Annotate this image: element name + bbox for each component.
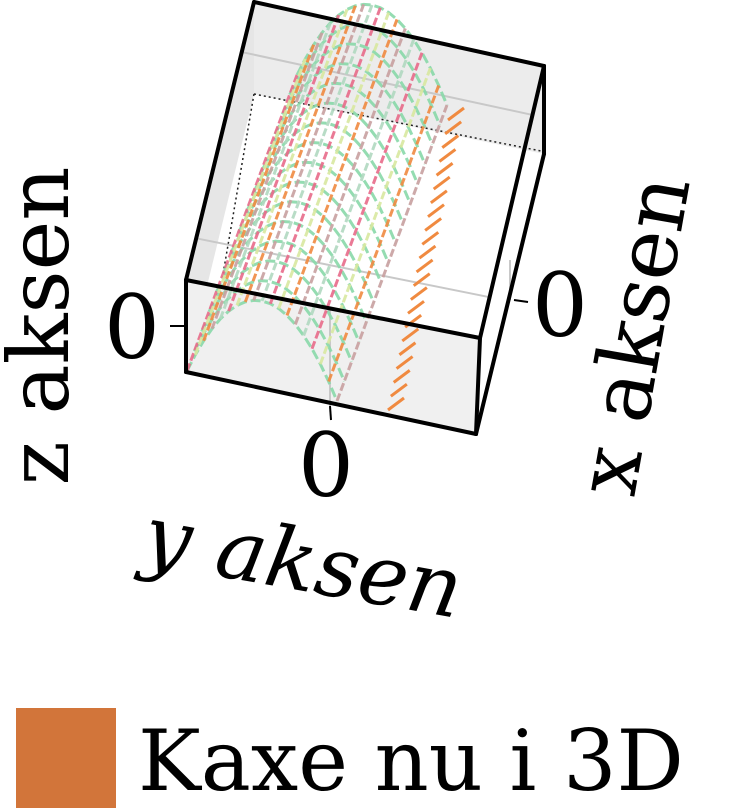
- surface-row: [207, 239, 361, 343]
- surface-hatch: [392, 369, 411, 384]
- surface-hatch: [407, 300, 425, 315]
- box-edge: [184, 0, 256, 282]
- surface-hatch: [427, 203, 445, 218]
- surface-column: [327, 84, 441, 383]
- box-edge: [478, 64, 546, 340]
- grid-line: [241, 51, 533, 116]
- box-edge: [184, 370, 478, 436]
- box-edge: [474, 336, 482, 436]
- legend-label: Kaxe nu i 3D: [138, 712, 684, 810]
- legend-swatch: [16, 708, 116, 808]
- surface-column: [268, 7, 382, 305]
- surface-column: [252, 3, 366, 301]
- box-edge: [252, 0, 546, 68]
- surface-hatch: [435, 162, 454, 177]
- surface-column: [335, 104, 449, 402]
- x-tick-label: 0: [532, 254, 588, 357]
- surface-column: [302, 39, 416, 337]
- grid-line: [196, 237, 490, 299]
- surface-column: [310, 52, 424, 350]
- grid-line-dotted: [221, 93, 255, 281]
- surface-column: [318, 67, 432, 365]
- surface-column: [235, 8, 349, 306]
- surface-hatch: [441, 134, 460, 149]
- surface-column: [277, 12, 391, 310]
- surface-column: [202, 44, 316, 342]
- grid-lines: [196, 51, 547, 406]
- surface-hatch: [412, 272, 431, 287]
- surface-hatch: [415, 258, 434, 274]
- wireframe-surface: [185, 2, 465, 412]
- surface-column: [243, 5, 357, 303]
- surface-column: [218, 22, 332, 320]
- surface-hatch: [438, 148, 457, 163]
- surface-hatch: [421, 231, 440, 246]
- axis-box-frame: [184, 0, 546, 436]
- surface-hatch: [429, 189, 448, 205]
- surface-hatch: [444, 120, 463, 136]
- surface-row: [192, 279, 346, 382]
- surface-column: [260, 4, 374, 302]
- surface-hatch: [409, 286, 428, 301]
- surface-column: [285, 18, 399, 316]
- left-pane: [186, 2, 254, 372]
- surface-hatch: [395, 355, 414, 370]
- box-edge: [184, 278, 482, 340]
- surface-hatch: [389, 382, 408, 398]
- y-tick-label: 0: [298, 414, 354, 517]
- surface-column: [185, 74, 299, 372]
- surface-hatch: [401, 327, 420, 343]
- surface-row: [280, 42, 434, 146]
- surface-hatch: [418, 244, 437, 260]
- surface-column: [210, 32, 324, 330]
- x-tick-mark: [513, 299, 529, 303]
- surface-hatch: [398, 341, 417, 356]
- z-tick-label: 0: [104, 276, 160, 379]
- surface-column: [227, 14, 341, 312]
- y-tick-mark: [329, 405, 332, 421]
- surface-row: [288, 22, 442, 126]
- surface-column: [293, 27, 407, 325]
- surface-hatch: [424, 217, 443, 232]
- box-edge: [474, 152, 546, 436]
- surface-column: [193, 58, 307, 356]
- z-axis-label: z aksen: [0, 167, 88, 486]
- surface-row: [273, 62, 427, 165]
- surface-hatch: [387, 396, 405, 412]
- surface-hatch: [447, 106, 465, 122]
- surface-hatch: [432, 175, 451, 191]
